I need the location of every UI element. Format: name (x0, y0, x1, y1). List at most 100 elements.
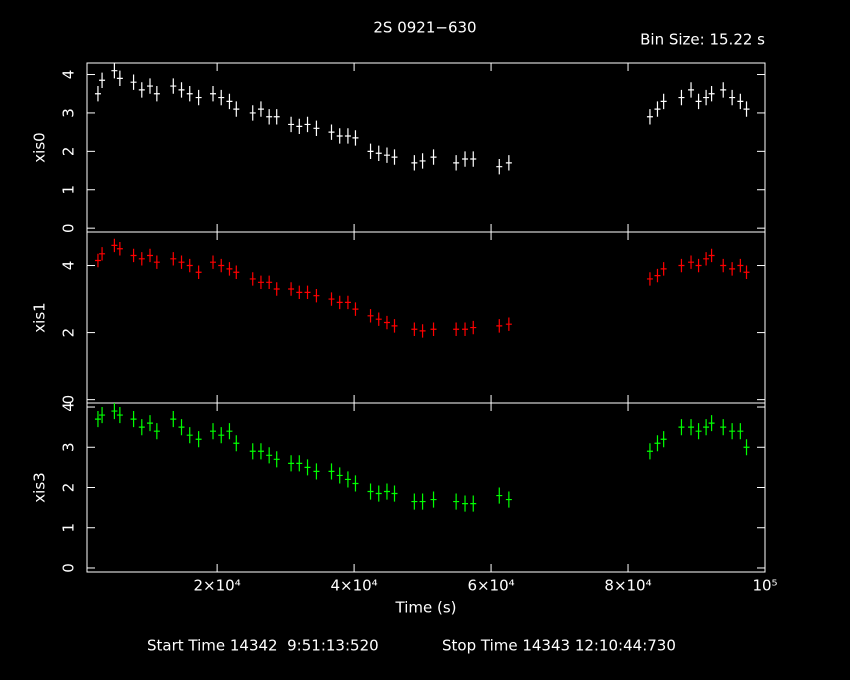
data-point (470, 320, 477, 335)
data-point (313, 463, 320, 480)
data-point (130, 411, 137, 428)
data-point (411, 493, 418, 510)
data-point (344, 471, 351, 488)
data-point (391, 149, 398, 165)
data-point (720, 419, 727, 436)
y-tick-label: 1 (60, 185, 78, 195)
data-point (383, 483, 390, 500)
data-point (257, 275, 264, 289)
data-point (313, 120, 320, 136)
data-point (266, 109, 273, 125)
data-point (226, 423, 233, 440)
data-point (708, 415, 715, 432)
data-point (720, 258, 727, 273)
data-point (654, 268, 661, 283)
data-point (383, 315, 390, 330)
data-point (186, 86, 193, 102)
data-point (153, 86, 160, 102)
data-point (496, 319, 503, 333)
data-point (226, 262, 233, 276)
data-point (737, 93, 744, 110)
data-point (249, 272, 256, 286)
data-point (210, 423, 217, 440)
data-point (111, 403, 118, 420)
data-point (233, 265, 240, 279)
data-point (660, 93, 667, 110)
data-point (743, 439, 750, 456)
data-point (470, 151, 477, 167)
data-point (391, 485, 398, 502)
data-point (430, 491, 437, 508)
data-point (313, 289, 320, 303)
data-point (99, 407, 106, 424)
data-point (352, 302, 359, 316)
data-point (147, 78, 154, 94)
data-point (111, 238, 118, 253)
data-point (304, 459, 311, 476)
x-tick-label: 2×10⁴ (194, 577, 241, 595)
data-point (375, 485, 382, 502)
x-tick-label: 8×10⁴ (604, 577, 651, 595)
data-point (195, 265, 202, 279)
data-point (688, 255, 695, 269)
data-point (153, 423, 160, 440)
x-tick-label: 6×10⁴ (467, 577, 514, 595)
data-point (328, 124, 335, 140)
data-point (257, 443, 264, 460)
data-point (703, 419, 710, 436)
data-point (111, 63, 118, 79)
data-point (210, 255, 217, 269)
y-tick-label: 2 (60, 147, 78, 157)
data-point (654, 435, 661, 452)
data-point (288, 455, 295, 472)
y-tick-label: 4 (60, 402, 78, 412)
data-point (344, 295, 351, 310)
data-point (116, 407, 123, 424)
y-tick-label: 4 (60, 70, 78, 80)
y-axis-label: xis1 (31, 302, 49, 332)
data-point (703, 89, 710, 106)
data-point (678, 258, 685, 273)
data-point (99, 247, 106, 261)
data-point (695, 258, 702, 273)
data-point (336, 295, 343, 310)
data-point (383, 147, 390, 163)
x-tick-label: 4×10⁴ (330, 577, 377, 595)
data-point (411, 322, 418, 336)
bin-size: Bin Size: 15.22 s (640, 31, 765, 49)
y-axis-label: xis0 (31, 132, 49, 162)
data-point (186, 258, 193, 273)
y-tick-label: 2 (60, 483, 78, 493)
data-point (288, 116, 295, 133)
y-tick-label: 0 (60, 223, 78, 233)
data-point (737, 423, 744, 440)
y-tick-label: 1 (60, 523, 78, 533)
data-point (304, 116, 311, 133)
data-point (646, 443, 653, 460)
data-point (729, 262, 736, 276)
data-point (646, 272, 653, 286)
data-point (462, 151, 469, 167)
data-point (170, 78, 177, 94)
data-point (352, 130, 359, 146)
data-point (367, 483, 374, 500)
y-tick-label: 0 (60, 395, 78, 405)
data-point (646, 109, 653, 125)
data-point (130, 248, 137, 263)
data-point (147, 248, 154, 263)
data-point (249, 443, 256, 460)
y-tick-label: 2 (60, 328, 78, 338)
data-point (688, 419, 695, 436)
data-point (233, 435, 240, 452)
data-point (296, 118, 303, 135)
data-point (138, 419, 145, 436)
data-point (99, 72, 106, 88)
data-point (116, 70, 123, 87)
data-point (678, 419, 685, 436)
data-point (336, 128, 343, 144)
data-point (462, 322, 469, 336)
y-axis-label: xis3 (31, 472, 49, 502)
data-point (328, 292, 335, 306)
data-point (367, 309, 374, 323)
